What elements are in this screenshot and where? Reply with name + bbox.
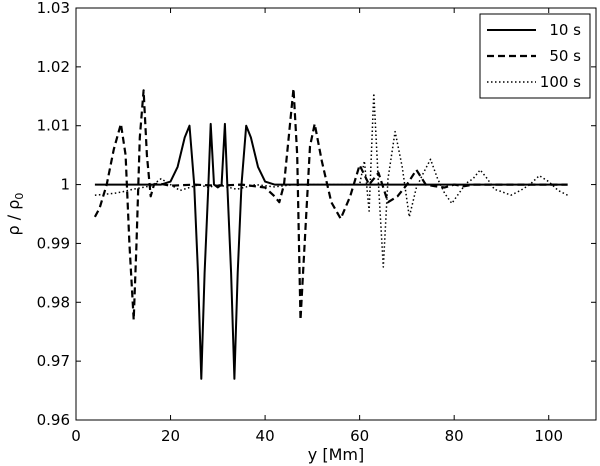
y-tick-label: 1.02	[37, 58, 70, 76]
x-tick-label: 60	[350, 427, 369, 445]
y-tick-label: 1	[60, 176, 70, 194]
y-axis-title-main: ρ / ρ	[4, 200, 23, 236]
y-tick-label: 0.97	[37, 352, 70, 370]
y-tick-label: 1.03	[37, 0, 70, 17]
x-tick-label: 100	[534, 427, 563, 445]
series-layer	[93, 87, 568, 380]
y-axis-title: ρ / ρ0	[4, 193, 26, 236]
y-tick-label: 0.96	[37, 411, 70, 429]
x-axis-title: y [Mm]	[308, 445, 364, 464]
x-tick-label: 20	[161, 427, 180, 445]
y-tick-labels: 0.96 0.97 0.98 0.99 1 1.01 1.02 1.03	[37, 0, 70, 429]
legend-label-100s: 100 s	[540, 73, 581, 91]
y-tick-label: 0.98	[37, 293, 70, 311]
x-tick-label: 40	[256, 427, 275, 445]
x-tick-label: 80	[445, 427, 464, 445]
x-tick-labels: 0 20 40 60 80 100	[71, 427, 563, 445]
y-axis-title-subscript: 0	[13, 193, 26, 200]
plot-frame	[75, 7, 597, 421]
series-line-50s	[93, 87, 568, 321]
x-tick-label: 0	[71, 427, 81, 445]
y-tick-label: 0.99	[37, 234, 70, 252]
ticks-layer	[75, 7, 596, 421]
series-line-10s	[94, 122, 568, 380]
legend-label-50s: 50 s	[549, 47, 581, 65]
y-tick-label: 1.01	[37, 117, 70, 135]
legend: 10 s 50 s 100 s	[479, 13, 591, 99]
series-line-100s	[94, 92, 568, 268]
legend-label-10s: 10 s	[549, 21, 581, 39]
